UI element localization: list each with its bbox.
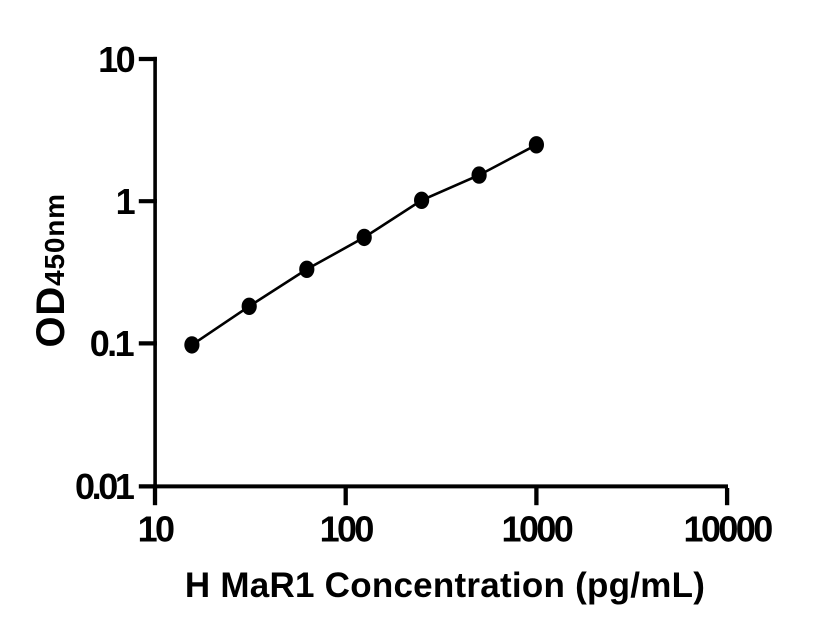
svg-text:1000: 1000 [502, 509, 573, 550]
svg-text:1: 1 [116, 181, 136, 222]
svg-text:0.1: 0.1 [90, 323, 135, 364]
svg-text:100: 100 [320, 509, 374, 550]
svg-text:H MaR1 Concentration (pg/mL): H MaR1 Concentration (pg/mL) [185, 566, 705, 605]
svg-text:10000: 10000 [684, 509, 773, 550]
svg-text:0.01: 0.01 [75, 466, 135, 507]
svg-text:10: 10 [138, 509, 174, 550]
svg-text:10: 10 [98, 39, 134, 80]
